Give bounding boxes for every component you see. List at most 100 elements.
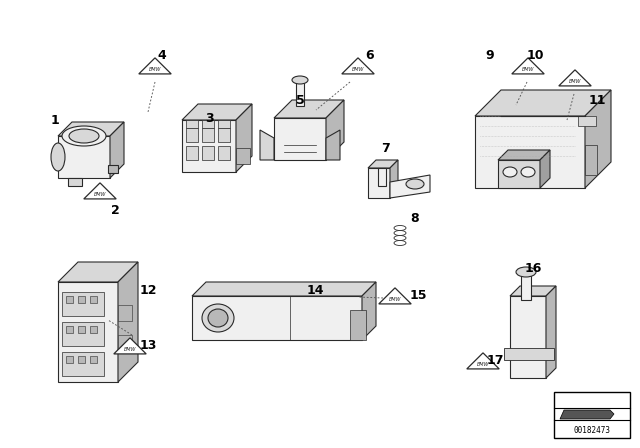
Text: BMW: BMW [477, 362, 489, 367]
Bar [58, 282, 118, 382]
Polygon shape [274, 100, 344, 118]
Bar [62, 292, 104, 316]
Polygon shape [510, 286, 556, 296]
Bar [182, 120, 236, 172]
Text: 00182473: 00182473 [573, 426, 611, 435]
Bar [218, 120, 230, 128]
Polygon shape [260, 130, 274, 160]
Ellipse shape [69, 129, 99, 143]
Bar [218, 146, 230, 160]
Bar [475, 116, 585, 188]
Polygon shape [368, 160, 398, 168]
Ellipse shape [406, 179, 424, 189]
Text: BMW: BMW [569, 79, 581, 84]
Bar [521, 272, 531, 300]
Polygon shape [379, 288, 412, 304]
Bar [66, 326, 73, 333]
Text: 3: 3 [205, 112, 214, 125]
Ellipse shape [516, 267, 536, 277]
Bar [350, 310, 366, 340]
Text: BMW: BMW [352, 67, 364, 72]
Polygon shape [467, 353, 499, 369]
Polygon shape [84, 183, 116, 199]
Bar [368, 168, 390, 198]
Text: 12: 12 [140, 284, 157, 297]
Polygon shape [110, 122, 124, 178]
Ellipse shape [521, 167, 535, 177]
Ellipse shape [394, 236, 406, 241]
Bar [66, 296, 73, 303]
Ellipse shape [292, 76, 308, 84]
Polygon shape [118, 262, 138, 382]
Ellipse shape [394, 231, 406, 236]
Bar [378, 168, 386, 186]
Text: BMW: BMW [93, 192, 106, 197]
Bar [62, 352, 104, 376]
Bar [90, 356, 97, 363]
Polygon shape [58, 122, 124, 136]
Polygon shape [546, 286, 556, 378]
Text: 1: 1 [51, 113, 60, 126]
Bar [585, 145, 597, 175]
Text: 14: 14 [307, 284, 324, 297]
Bar [498, 160, 540, 188]
Polygon shape [192, 282, 376, 296]
Polygon shape [326, 100, 344, 160]
Text: 2: 2 [111, 203, 120, 216]
Bar [218, 128, 230, 142]
Polygon shape [58, 262, 138, 282]
Ellipse shape [394, 225, 406, 231]
Text: 8: 8 [411, 211, 419, 224]
Polygon shape [326, 130, 340, 160]
Bar [118, 335, 132, 351]
Polygon shape [362, 282, 376, 340]
Polygon shape [114, 338, 146, 354]
Polygon shape [498, 150, 550, 160]
Text: 15: 15 [409, 289, 427, 302]
Bar [554, 392, 630, 438]
Bar [296, 80, 304, 106]
Polygon shape [182, 104, 252, 120]
Text: 9: 9 [486, 48, 494, 61]
Bar [78, 296, 85, 303]
Polygon shape [390, 160, 398, 198]
Bar [68, 178, 82, 186]
Bar [236, 148, 250, 164]
Ellipse shape [208, 309, 228, 327]
Text: 16: 16 [524, 262, 541, 275]
Bar [274, 118, 326, 160]
Bar [108, 165, 118, 173]
Bar [202, 128, 214, 142]
Bar [202, 146, 214, 160]
Text: 4: 4 [157, 48, 166, 61]
Ellipse shape [62, 126, 106, 146]
Polygon shape [512, 58, 544, 74]
Bar [90, 296, 97, 303]
Polygon shape [342, 58, 374, 74]
Text: BMW: BMW [124, 347, 136, 352]
Text: 13: 13 [140, 339, 157, 352]
Polygon shape [475, 90, 611, 116]
Ellipse shape [503, 167, 517, 177]
Text: 7: 7 [381, 142, 389, 155]
Bar [504, 348, 554, 360]
Text: BMW: BMW [148, 67, 161, 72]
Polygon shape [236, 104, 252, 172]
Bar [90, 326, 97, 333]
Bar [510, 296, 546, 378]
Polygon shape [139, 58, 172, 74]
Bar [186, 128, 198, 142]
Text: BMW: BMW [388, 297, 401, 302]
Bar [58, 136, 110, 178]
Text: 6: 6 [365, 48, 374, 61]
Text: BMW: BMW [522, 67, 534, 72]
Polygon shape [559, 70, 591, 86]
Text: 10: 10 [526, 48, 544, 61]
Text: 11: 11 [588, 94, 605, 107]
Bar [118, 305, 132, 321]
Bar [186, 120, 198, 128]
Ellipse shape [51, 143, 65, 171]
Bar [78, 356, 85, 363]
Bar [78, 326, 85, 333]
Text: 17: 17 [486, 353, 504, 366]
